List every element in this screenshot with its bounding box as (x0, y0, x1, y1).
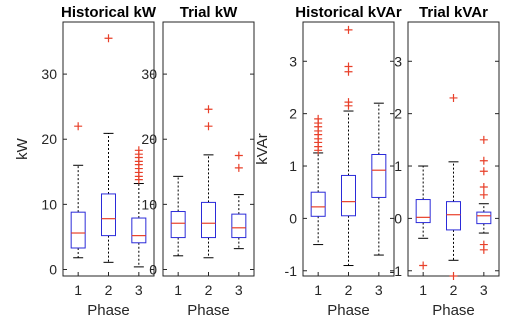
panel-3-ytick-label: 2 (289, 106, 297, 122)
panel-1-xtick-label: 3 (135, 282, 143, 298)
outlier-marker (479, 190, 488, 199)
outlier-marker (419, 261, 428, 270)
iqr-box (310, 191, 326, 217)
panel-2-xtick-label: 1 (174, 282, 182, 298)
panel-4-ytick-label: -1 (390, 263, 403, 279)
panel-3-box-phase-1 (310, 114, 326, 246)
panel-4-xtick-label: 2 (450, 282, 458, 298)
iqr-box (70, 211, 86, 249)
outlier-marker (104, 34, 113, 43)
panel-2-ytick-label: 20 (141, 131, 157, 147)
panel-4-xtick-label: 3 (480, 282, 488, 298)
panel-3: Historical kVAr -1 0 1 2 3 1 2 3 Phase kVAr (254, 4, 402, 319)
outlier-marker (234, 151, 243, 160)
iqr-box (415, 199, 431, 224)
panel-3-ytick-label: -1 (285, 263, 298, 279)
iqr-box (476, 211, 492, 225)
panel-4-ytick-label: 0 (394, 210, 402, 226)
panel-3-ytick-label: 0 (289, 210, 297, 226)
panel-1-ytick-label: 0 (49, 261, 57, 277)
panel-4-ytick-label: 3 (394, 53, 402, 69)
panel-2-ytick-label: 10 (141, 196, 157, 212)
iqr-box (101, 193, 116, 237)
panel-1-ytick-label: 10 (41, 196, 57, 212)
panel-2-box-phase-3 (231, 151, 247, 250)
outlier-marker (449, 93, 458, 102)
panel-1-xlabel: Phase (87, 302, 130, 319)
panel-1-box-phase-3 (131, 146, 147, 268)
outlier-marker (344, 25, 353, 34)
panel-3-xtick-label: 3 (375, 282, 383, 298)
outlier-marker (204, 122, 213, 131)
panel-3-box-phase-2 (341, 25, 356, 267)
panel-1: Historical kW 0 10 20 30 1 2 3 Phase kW (14, 4, 157, 319)
panel-1-xtick-label: 1 (74, 282, 82, 298)
outlier-marker (449, 272, 458, 280)
panel-1-box-phase-2 (101, 34, 116, 263)
iqr-box (231, 213, 247, 239)
iqr-box (371, 153, 387, 198)
iqr-box (201, 201, 216, 239)
outlier-marker (344, 62, 353, 71)
outlier-marker (234, 163, 243, 172)
outlier-marker (344, 98, 353, 107)
iqr-box (170, 211, 186, 239)
outlier-marker (479, 245, 488, 254)
panel-3-ytick-label: 3 (289, 53, 297, 69)
panel-2-title: Trial kW (180, 4, 238, 21)
outlier-marker (204, 105, 213, 114)
panel-1-ytick-label: 20 (41, 131, 57, 147)
outlier-marker (479, 135, 488, 144)
panel-4-ytick-label: 1 (394, 158, 402, 174)
iqr-box (131, 217, 147, 244)
panel-3-axes-box (302, 21, 395, 277)
panel-2-box-phase-2 (201, 105, 216, 259)
panel-2: Trial kW 0 10 20 30 1 2 3 Phase (141, 4, 255, 319)
outlier-marker (74, 122, 83, 131)
panel-3-ylabel: kVAr (254, 133, 271, 164)
outlier-marker (479, 167, 488, 176)
outlier-marker (134, 146, 143, 155)
panel-4-xtick-label: 1 (419, 282, 427, 298)
panel-1-xtick-label: 2 (105, 282, 113, 298)
outlier-marker (314, 114, 323, 123)
panel-2-ytick-label: 0 (149, 261, 157, 277)
panel-1-ytick-label: 30 (41, 66, 57, 82)
iqr-box (341, 174, 356, 217)
panel-3-xtick-label: 2 (345, 282, 353, 298)
panel-1-box-phase-1 (70, 122, 86, 259)
outlier-marker (479, 182, 488, 191)
panel-3-title: Historical kVAr (295, 4, 402, 21)
panel-3-xlabel: Phase (327, 302, 370, 319)
panel-2-xtick-label: 3 (235, 282, 243, 298)
panel-4-box-phase-3 (476, 135, 492, 254)
panel-3-box-phase-3 (371, 102, 387, 256)
panel-4-box-phase-1 (415, 165, 431, 270)
panel-3-ytick-label: 1 (289, 158, 297, 174)
outlier-marker (479, 156, 488, 165)
panel-1-title: Historical kW (61, 4, 157, 21)
panel-4-xlabel: Phase (432, 302, 475, 319)
panel-3-xtick-label: 1 (314, 282, 322, 298)
panel-1-ylabel: kW (14, 137, 31, 160)
panel-4-title: Trial kVAr (419, 4, 488, 21)
panel-2-xtick-label: 2 (205, 282, 213, 298)
panel-4-box-phase-2 (446, 93, 461, 280)
iqr-box (446, 201, 461, 231)
panel-2-xlabel: Phase (187, 302, 230, 319)
panel-2-box-phase-1 (170, 175, 186, 257)
panel-4-ytick-label: 2 (394, 106, 402, 122)
panel-2-ytick-label: 30 (141, 66, 157, 82)
panel-4: Trial kVAr -1 0 1 2 3 1 2 3 Phase (390, 4, 500, 319)
